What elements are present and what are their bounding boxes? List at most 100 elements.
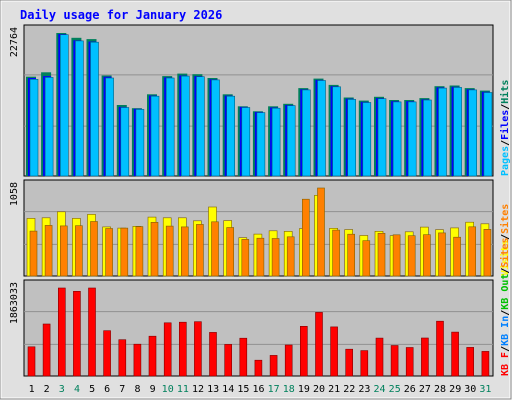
bar-sites-day-21: [332, 229, 340, 277]
day-label-21: 21: [328, 384, 340, 395]
bar-sites-day-2: [44, 225, 53, 277]
bar-sites-day-9: [150, 222, 159, 277]
bar-pages-day-21: [332, 86, 341, 177]
bar-sites-day-13: [211, 221, 219, 277]
legend-bottom: KB F/KB In/KB Out/Sites: [499, 237, 511, 376]
day-label-12: 12: [192, 384, 204, 395]
bar-kb_f-day-13: [209, 332, 217, 377]
legend-item-top-2: Files: [499, 110, 511, 140]
bar-sites-day-30: [468, 226, 477, 277]
day-label-14: 14: [222, 384, 234, 395]
bar-sites-day-11: [181, 226, 189, 277]
bar-kb_f-day-14: [224, 344, 232, 377]
bar-sites-day-29: [453, 236, 461, 277]
day-label-15: 15: [237, 384, 249, 395]
bar-kb_f-day-2: [42, 323, 51, 377]
day-label-7: 7: [119, 384, 125, 395]
panels-layer: 22764Pages/Files/Hits1058Visits/Sites186…: [9, 24, 511, 377]
bar-pages-day-19: [301, 89, 311, 177]
bar-sites-day-12: [196, 224, 204, 277]
day-label-26: 26: [404, 384, 416, 395]
bar-kb_f-day-3: [57, 287, 66, 377]
bar-pages-day-7: [120, 107, 130, 177]
day-label-17: 17: [268, 384, 280, 395]
legend-top: Pages/Files/Hits: [499, 80, 511, 176]
bar-sites-day-6: [105, 228, 113, 277]
bar-pages-day-31: [483, 92, 493, 177]
bar-kb_f-day-29: [451, 331, 459, 377]
day-label-19: 19: [298, 384, 310, 395]
legend-middle: Visits/Sites: [499, 204, 511, 276]
day-label-9: 9: [150, 384, 156, 395]
day-label-23: 23: [358, 384, 370, 395]
bar-sites-day-16: [256, 237, 265, 277]
bar-pages-day-20: [317, 80, 326, 177]
legend-item-bottom-0: KB F: [500, 352, 511, 376]
bar-sites-day-4: [75, 225, 83, 277]
bar-pages-day-12: [196, 76, 205, 177]
legend-item-bottom-2: KB In: [500, 316, 511, 346]
bar-kb_f-day-7: [118, 339, 127, 377]
bar-sites-day-17: [271, 238, 280, 277]
bar-kb_f-day-9: [148, 335, 157, 377]
legend-item-top-0: Pages: [500, 146, 511, 176]
bar-kb_f-day-24: [375, 337, 384, 377]
panel-middle: 1058 Visits/Sites: [9, 179, 511, 277]
day-label-11: 11: [177, 384, 189, 395]
bar-pages-day-6: [105, 77, 114, 177]
bar-pages-day-3: [59, 34, 69, 177]
legend-item-middle-1: /: [500, 234, 511, 240]
day-label-20: 20: [313, 384, 325, 395]
bar-sites-day-23: [362, 240, 371, 277]
bar-sites-day-20: [317, 187, 325, 277]
day-label-3: 3: [59, 384, 65, 395]
bar-sites-day-8: [135, 226, 144, 277]
day-label-6: 6: [104, 384, 110, 395]
day-label-29: 29: [449, 384, 461, 395]
ymax-label-top: 22764: [9, 27, 20, 57]
bar-kb_f-day-20: [315, 312, 323, 377]
legend-item-top-4: Hits: [499, 80, 511, 104]
bar-pages-day-11: [181, 75, 190, 177]
bar-kb_f-day-26: [405, 347, 414, 377]
bar-kb_f-day-19: [299, 325, 308, 377]
bar-kb_f-day-11: [179, 321, 187, 377]
bar-kb_f-day-15: [239, 337, 248, 377]
bar-sites-day-19: [301, 198, 310, 277]
bar-sites-day-3: [59, 225, 68, 277]
bar-pages-day-2: [44, 77, 54, 177]
legend-item-bottom-5: /: [500, 268, 511, 274]
day-label-30: 30: [464, 384, 476, 395]
bar-kb_f-day-28: [436, 320, 444, 377]
bar-sites-day-10: [165, 225, 174, 277]
bar-pages-day-27: [423, 99, 432, 177]
bar-pages-day-28: [438, 87, 447, 177]
legend-item-bottom-3: /: [500, 310, 511, 316]
bar-kb_f-day-6: [103, 330, 111, 377]
bar-sites-day-14: [226, 227, 234, 277]
legend-item-bottom-1: /: [500, 346, 511, 352]
bar-pages-day-1: [29, 79, 39, 177]
bar-pages-day-29: [453, 87, 462, 177]
bar-pages-day-25: [392, 101, 402, 177]
legend-item-middle-0: Visits: [499, 240, 511, 276]
bar-kb_f-day-12: [194, 321, 202, 377]
bar-pages-day-9: [150, 95, 160, 177]
bar-sites-day-18: [286, 236, 295, 277]
bar-sites-day-5: [90, 221, 98, 277]
bar-kb_f-day-31: [481, 351, 490, 377]
ymax-label-middle: 1058: [9, 182, 20, 206]
bar-kb_f-day-4: [73, 290, 81, 377]
legend-item-bottom-6: Sites: [499, 237, 511, 267]
legend-item-top-3: /: [500, 104, 511, 110]
bar-pages-day-26: [407, 101, 417, 177]
day-label-13: 13: [207, 384, 219, 395]
day-label-5: 5: [89, 384, 95, 395]
bar-sites-day-28: [438, 232, 446, 277]
day-label-22: 22: [343, 384, 355, 395]
day-labels: 1 2 3 4 5 6 7 8 9 10 11 12 13 14 15 16 17 18 19 20 21 22 23 24 2…: [29, 384, 492, 395]
